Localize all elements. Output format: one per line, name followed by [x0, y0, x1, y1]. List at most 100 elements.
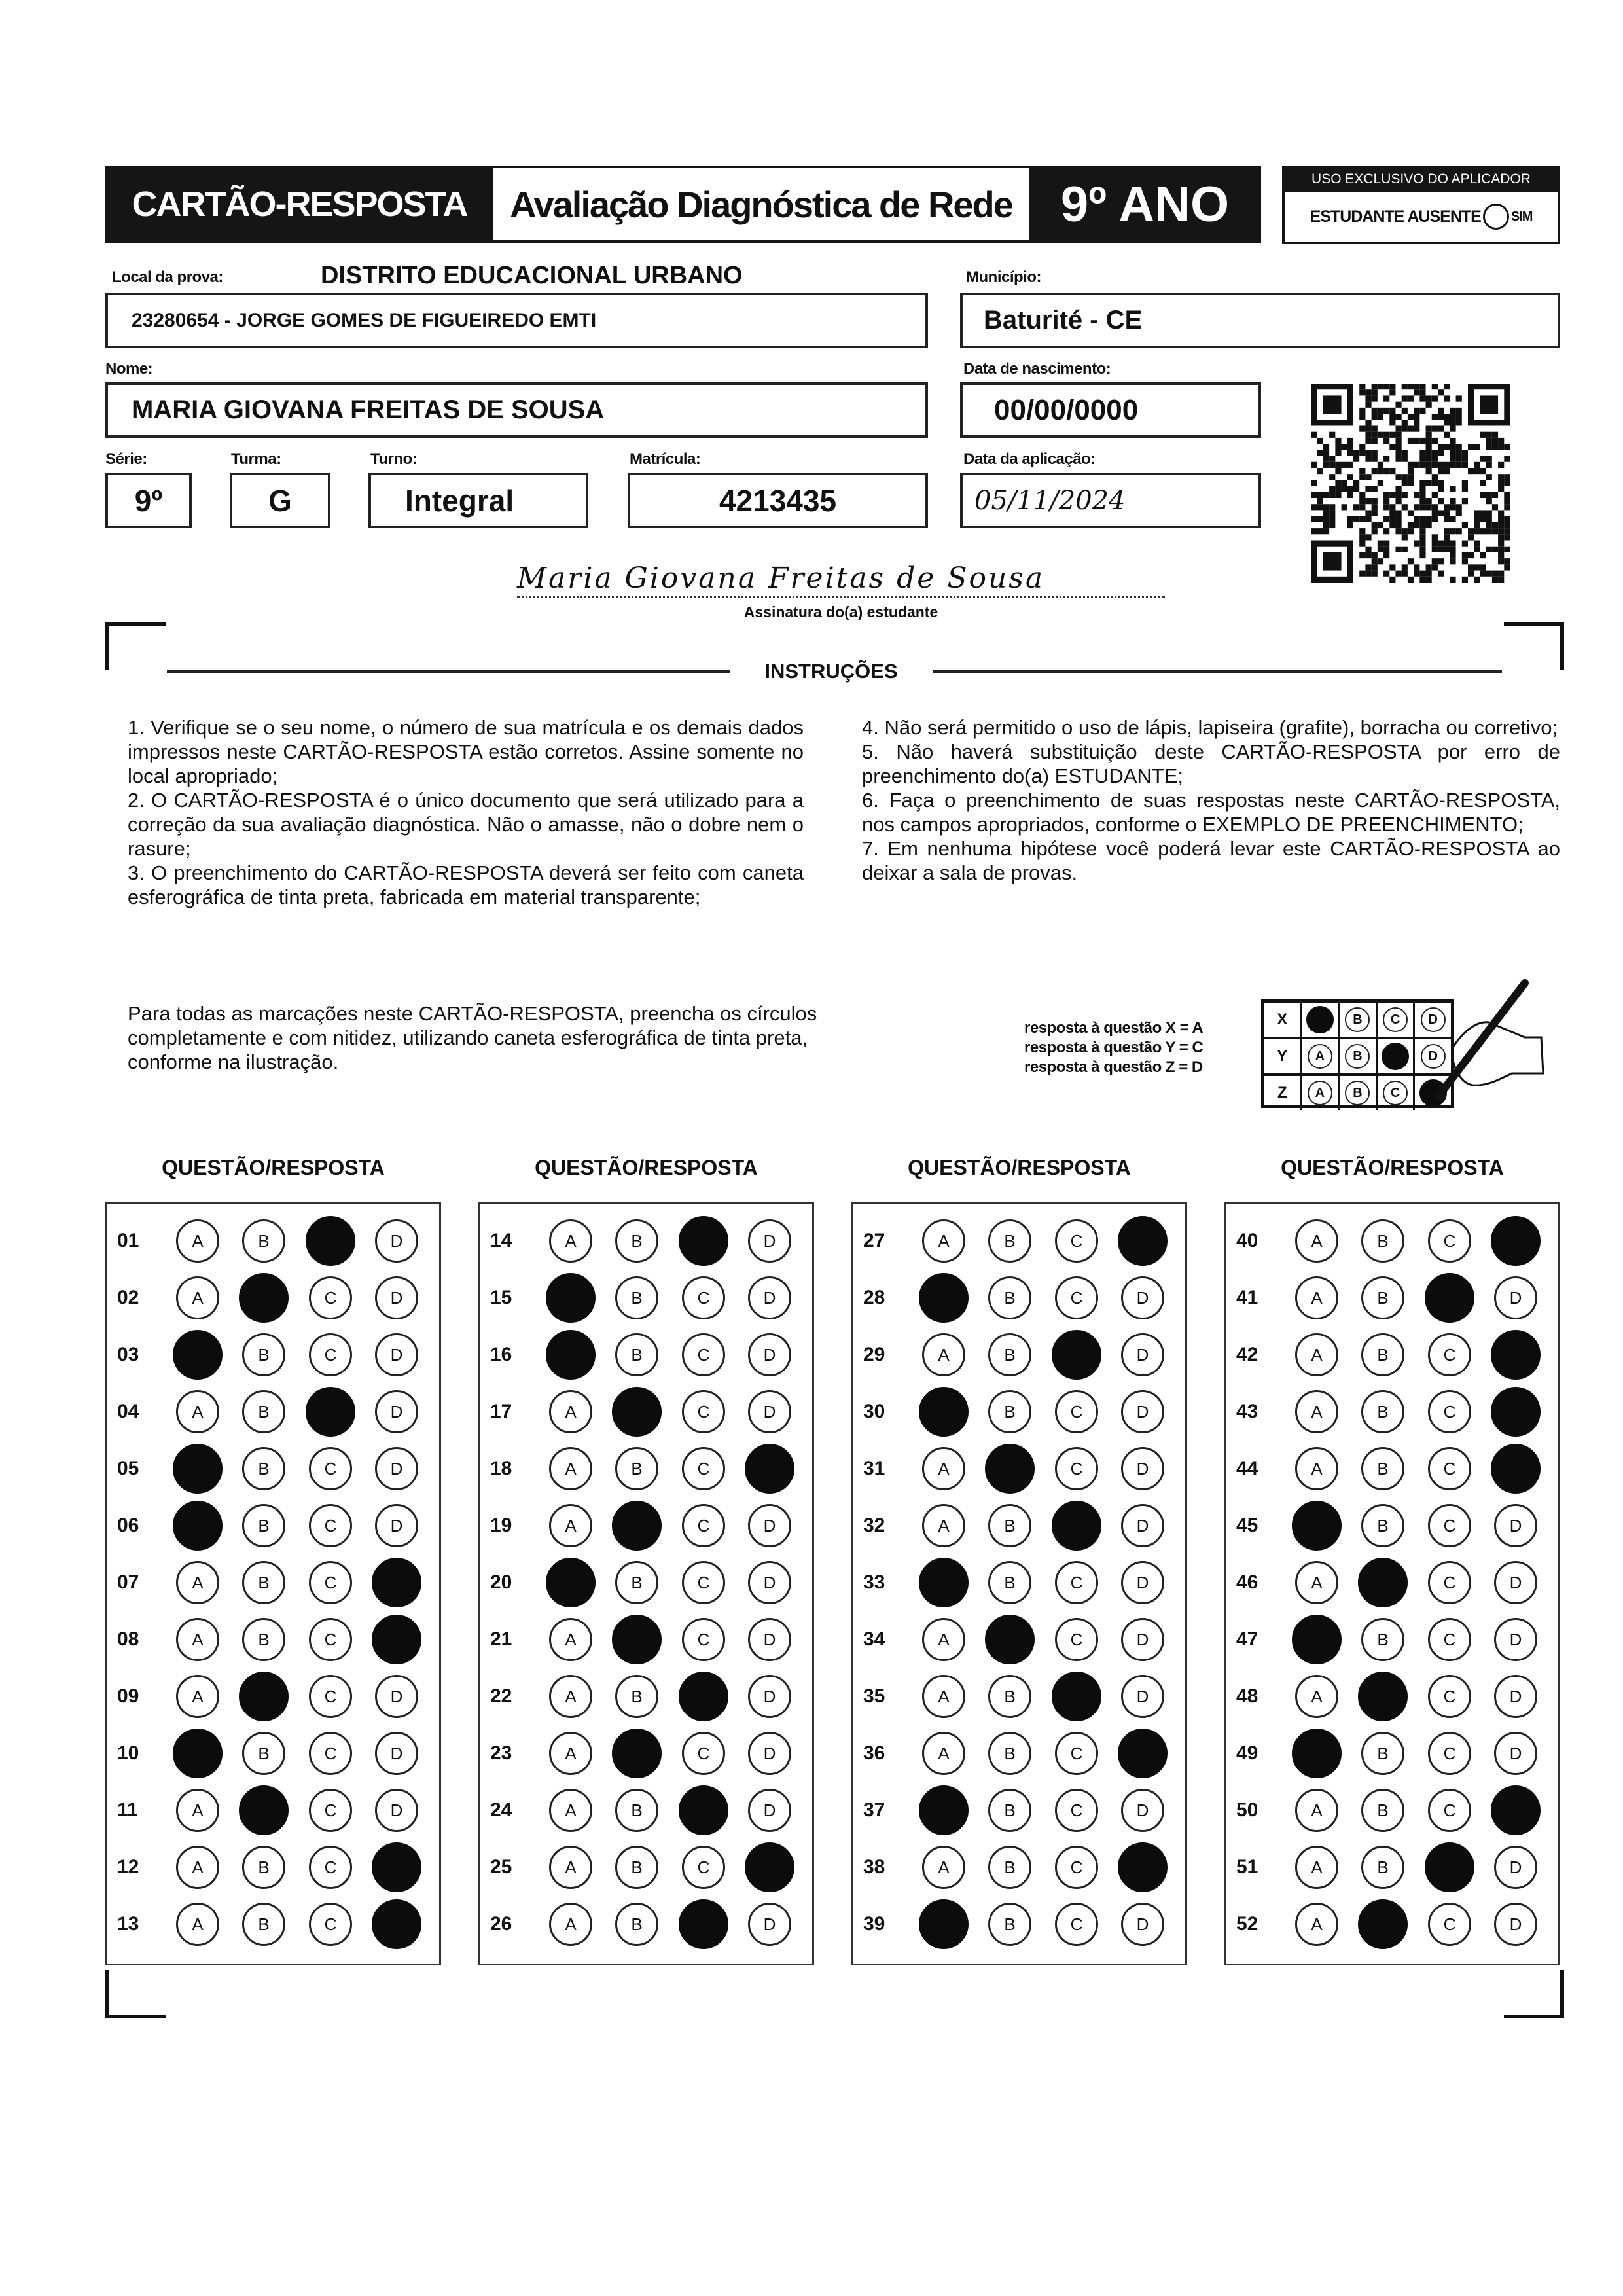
answer-bubble-18-a[interactable]: A [549, 1447, 592, 1490]
answer-bubble-46-b[interactable] [1358, 1558, 1408, 1607]
answer-bubble-25-d[interactable] [745, 1842, 794, 1892]
answer-bubble-40-a[interactable]: A [1295, 1219, 1338, 1263]
answer-bubble-21-a[interactable]: A [549, 1618, 592, 1661]
answer-bubble-18-d[interactable] [745, 1444, 794, 1494]
answer-bubble-23-c[interactable]: C [682, 1732, 725, 1775]
answer-bubble-47-a[interactable] [1292, 1615, 1342, 1664]
answer-bubble-52-b[interactable] [1358, 1899, 1408, 1949]
answer-bubble-01-a[interactable]: A [176, 1219, 219, 1263]
answer-bubble-21-c[interactable]: C [682, 1618, 725, 1661]
answer-bubble-35-a[interactable]: A [922, 1675, 965, 1718]
answer-bubble-35-d[interactable]: D [1121, 1675, 1164, 1718]
answer-bubble-18-b[interactable]: B [615, 1447, 658, 1490]
answer-bubble-28-c[interactable]: C [1055, 1276, 1098, 1319]
answer-bubble-42-d[interactable] [1491, 1330, 1541, 1380]
answer-bubble-44-d[interactable] [1491, 1444, 1541, 1494]
answer-bubble-20-d[interactable]: D [748, 1561, 791, 1604]
answer-bubble-13-a[interactable]: A [176, 1903, 219, 1946]
answer-bubble-52-c[interactable]: C [1428, 1903, 1471, 1946]
answer-bubble-33-c[interactable]: C [1055, 1561, 1098, 1604]
answer-bubble-37-d[interactable]: D [1121, 1789, 1164, 1832]
answer-bubble-02-d[interactable]: D [375, 1276, 418, 1319]
answer-bubble-42-a[interactable]: A [1295, 1333, 1338, 1376]
answer-bubble-31-a[interactable]: A [922, 1447, 965, 1490]
answer-bubble-17-a[interactable]: A [549, 1390, 592, 1433]
answer-bubble-46-d[interactable]: D [1494, 1561, 1537, 1604]
answer-bubble-06-d[interactable]: D [375, 1504, 418, 1547]
answer-bubble-14-d[interactable]: D [748, 1219, 791, 1263]
absent-bubble[interactable] [1482, 204, 1509, 230]
answer-bubble-28-b[interactable]: B [988, 1276, 1031, 1319]
answer-bubble-10-c[interactable]: C [309, 1732, 352, 1775]
answer-bubble-44-a[interactable]: A [1295, 1447, 1338, 1490]
answer-bubble-26-c[interactable] [679, 1899, 728, 1949]
answer-bubble-32-b[interactable]: B [988, 1504, 1031, 1547]
answer-bubble-03-c[interactable]: C [309, 1333, 352, 1376]
answer-bubble-09-a[interactable]: A [176, 1675, 219, 1718]
answer-bubble-29-a[interactable]: A [922, 1333, 965, 1376]
answer-bubble-19-b[interactable] [612, 1501, 662, 1551]
answer-bubble-41-d[interactable]: D [1494, 1276, 1537, 1319]
answer-bubble-49-c[interactable]: C [1428, 1732, 1471, 1775]
answer-bubble-23-a[interactable]: A [549, 1732, 592, 1775]
answer-bubble-05-a[interactable] [173, 1444, 223, 1494]
answer-bubble-42-c[interactable]: C [1428, 1333, 1471, 1376]
answer-bubble-15-d[interactable]: D [748, 1276, 791, 1319]
answer-bubble-07-a[interactable]: A [176, 1561, 219, 1604]
answer-bubble-15-a[interactable] [546, 1273, 596, 1323]
answer-bubble-52-a[interactable]: A [1295, 1903, 1338, 1946]
answer-bubble-31-b[interactable] [985, 1444, 1035, 1494]
answer-bubble-40-c[interactable]: C [1428, 1219, 1471, 1263]
answer-bubble-01-b[interactable]: B [242, 1219, 285, 1263]
answer-bubble-10-d[interactable]: D [375, 1732, 418, 1775]
answer-bubble-09-d[interactable]: D [375, 1675, 418, 1718]
answer-bubble-48-a[interactable]: A [1295, 1675, 1338, 1718]
answer-bubble-15-b[interactable]: B [615, 1276, 658, 1319]
answer-bubble-49-a[interactable] [1292, 1729, 1342, 1778]
answer-bubble-39-d[interactable]: D [1121, 1903, 1164, 1946]
answer-bubble-25-c[interactable]: C [682, 1846, 725, 1889]
answer-bubble-36-c[interactable]: C [1055, 1732, 1098, 1775]
answer-bubble-51-c[interactable] [1425, 1842, 1474, 1892]
answer-bubble-27-d[interactable] [1118, 1216, 1168, 1266]
answer-bubble-38-d[interactable] [1118, 1842, 1168, 1892]
answer-bubble-51-a[interactable]: A [1295, 1846, 1338, 1889]
answer-bubble-40-b[interactable]: B [1361, 1219, 1404, 1263]
answer-bubble-48-d[interactable]: D [1494, 1675, 1537, 1718]
answer-bubble-20-b[interactable]: B [615, 1561, 658, 1604]
answer-bubble-46-c[interactable]: C [1428, 1561, 1471, 1604]
answer-bubble-44-c[interactable]: C [1428, 1447, 1471, 1490]
answer-bubble-51-d[interactable]: D [1494, 1846, 1537, 1889]
answer-bubble-07-d[interactable] [372, 1558, 421, 1607]
answer-bubble-38-c[interactable]: C [1055, 1846, 1098, 1889]
answer-bubble-16-d[interactable]: D [748, 1333, 791, 1376]
answer-bubble-52-d[interactable]: D [1494, 1903, 1537, 1946]
answer-bubble-18-c[interactable]: C [682, 1447, 725, 1490]
answer-bubble-45-b[interactable]: B [1361, 1504, 1404, 1547]
aplicacao-field[interactable]: 05/11/2024 [960, 473, 1261, 528]
answer-bubble-34-b[interactable] [985, 1615, 1035, 1664]
answer-bubble-38-a[interactable]: A [922, 1846, 965, 1889]
answer-bubble-29-d[interactable]: D [1121, 1333, 1164, 1376]
answer-bubble-04-c[interactable] [306, 1387, 355, 1437]
answer-bubble-43-b[interactable]: B [1361, 1390, 1404, 1433]
answer-bubble-30-c[interactable]: C [1055, 1390, 1098, 1433]
answer-bubble-17-c[interactable]: C [682, 1390, 725, 1433]
answer-bubble-13-d[interactable] [372, 1899, 421, 1949]
answer-bubble-12-a[interactable]: A [176, 1846, 219, 1889]
answer-bubble-11-d[interactable]: D [375, 1789, 418, 1832]
answer-bubble-06-c[interactable]: C [309, 1504, 352, 1547]
answer-bubble-02-c[interactable]: C [309, 1276, 352, 1319]
answer-bubble-28-d[interactable]: D [1121, 1276, 1164, 1319]
answer-bubble-08-d[interactable] [372, 1615, 421, 1664]
answer-bubble-38-b[interactable]: B [988, 1846, 1031, 1889]
answer-bubble-49-d[interactable]: D [1494, 1732, 1537, 1775]
answer-bubble-10-b[interactable]: B [242, 1732, 285, 1775]
answer-bubble-44-b[interactable]: B [1361, 1447, 1404, 1490]
answer-bubble-04-b[interactable]: B [242, 1390, 285, 1433]
answer-bubble-19-a[interactable]: A [549, 1504, 592, 1547]
answer-bubble-43-d[interactable] [1491, 1387, 1541, 1437]
answer-bubble-31-d[interactable]: D [1121, 1447, 1164, 1490]
answer-bubble-02-b[interactable] [239, 1273, 289, 1323]
answer-bubble-09-b[interactable] [239, 1672, 289, 1721]
